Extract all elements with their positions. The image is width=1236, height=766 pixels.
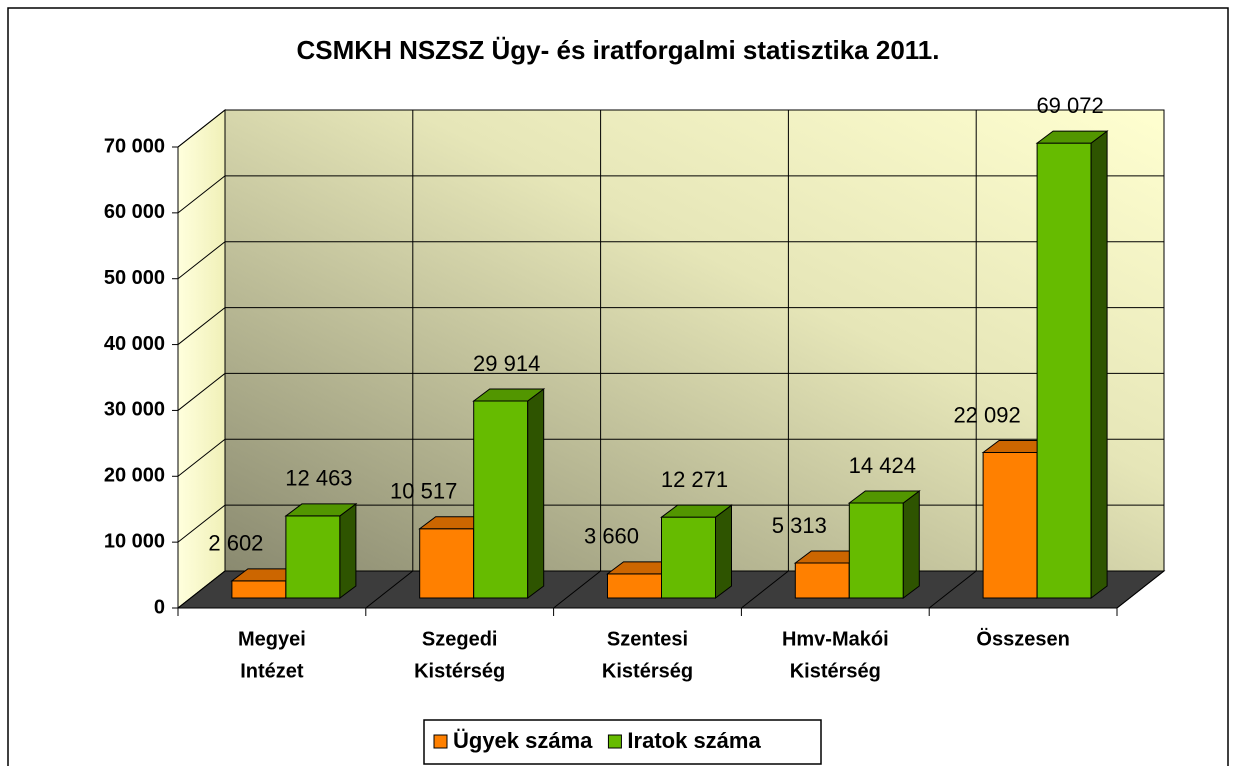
bar-side <box>1090 130 1108 599</box>
legend-label: Ügyek száma <box>453 728 593 753</box>
bar-front <box>848 502 904 599</box>
x-tick-label: Szegedi <box>422 628 498 650</box>
floor-line <box>928 570 977 609</box>
bar <box>472 387 546 599</box>
legend-label: Iratok száma <box>627 728 761 753</box>
grid-line <box>177 438 1164 477</box>
legend-swatch <box>433 734 448 749</box>
grid-line <box>177 175 1164 214</box>
value-label: 5 313 <box>772 513 827 538</box>
bar-front <box>982 452 1038 599</box>
value-label: 10 517 <box>390 479 457 504</box>
x-tick-label: Szentesi <box>607 628 688 650</box>
x-tick-label: Intézet <box>240 660 304 682</box>
y-tick-label: 20 000 <box>104 465 165 487</box>
y-tick-label: 30 000 <box>104 399 165 421</box>
value-label: 14 424 <box>849 453 916 478</box>
bar-side <box>715 504 732 599</box>
bar-front <box>661 516 716 599</box>
chart-title: CSMKH NSZSZ Ügy- és iratforgalmi statisz… <box>297 35 940 65</box>
x-tick-label: Kistérség <box>602 660 693 682</box>
grid-line <box>177 241 1164 280</box>
bar-top <box>1035 130 1109 144</box>
bar-front <box>231 580 287 599</box>
floor-line <box>553 570 601 609</box>
chart-border <box>7 7 1229 766</box>
floor-line <box>177 570 226 609</box>
bar-side <box>339 502 357 599</box>
bar <box>660 504 733 599</box>
x-tick-label: Kistérség <box>790 660 881 682</box>
bar-front <box>607 573 662 599</box>
value-label: 22 092 <box>953 402 1020 427</box>
value-label: 12 463 <box>285 466 352 491</box>
y-tick-label: 60 000 <box>104 201 165 223</box>
y-tick-label: 0 <box>154 596 165 618</box>
x-tick-label: Hmv-Makói <box>782 628 889 650</box>
grid-line <box>177 307 1164 345</box>
value-label: 3 660 <box>584 524 639 549</box>
y-tick-label: 50 000 <box>104 267 165 289</box>
value-label: 2 602 <box>208 531 263 556</box>
x-tick-label: Összesen <box>976 627 1069 650</box>
floor-line <box>1116 570 1165 609</box>
y-tick-label: 10 000 <box>104 530 165 552</box>
floor-line <box>741 570 789 609</box>
floor-line <box>365 570 414 609</box>
bar-side <box>527 387 545 599</box>
legend <box>423 719 822 765</box>
bar <box>1035 130 1109 599</box>
bar-front <box>285 515 341 599</box>
x-tick-label: Megyei <box>238 628 306 650</box>
bar <box>284 502 358 599</box>
grid-line <box>177 372 1164 411</box>
bar-front <box>794 562 850 599</box>
bar-front <box>473 400 529 599</box>
bar-top <box>847 490 921 504</box>
bar-front <box>419 528 475 599</box>
legend-swatch <box>607 734 622 749</box>
bar-side <box>902 490 920 599</box>
bar-top <box>284 503 358 517</box>
grid-line <box>177 109 1164 148</box>
value-label: 29 914 <box>473 351 540 376</box>
x-tick-label: Kistérség <box>414 660 505 682</box>
y-tick-label: 70 000 <box>104 135 165 157</box>
bar-front <box>1036 142 1092 599</box>
bar <box>847 490 921 599</box>
bar-top <box>660 504 733 518</box>
value-label: 12 271 <box>661 467 728 492</box>
bar-top <box>472 388 546 402</box>
value-label: 69 072 <box>1036 93 1103 118</box>
y-tick-label: 40 000 <box>104 333 165 355</box>
